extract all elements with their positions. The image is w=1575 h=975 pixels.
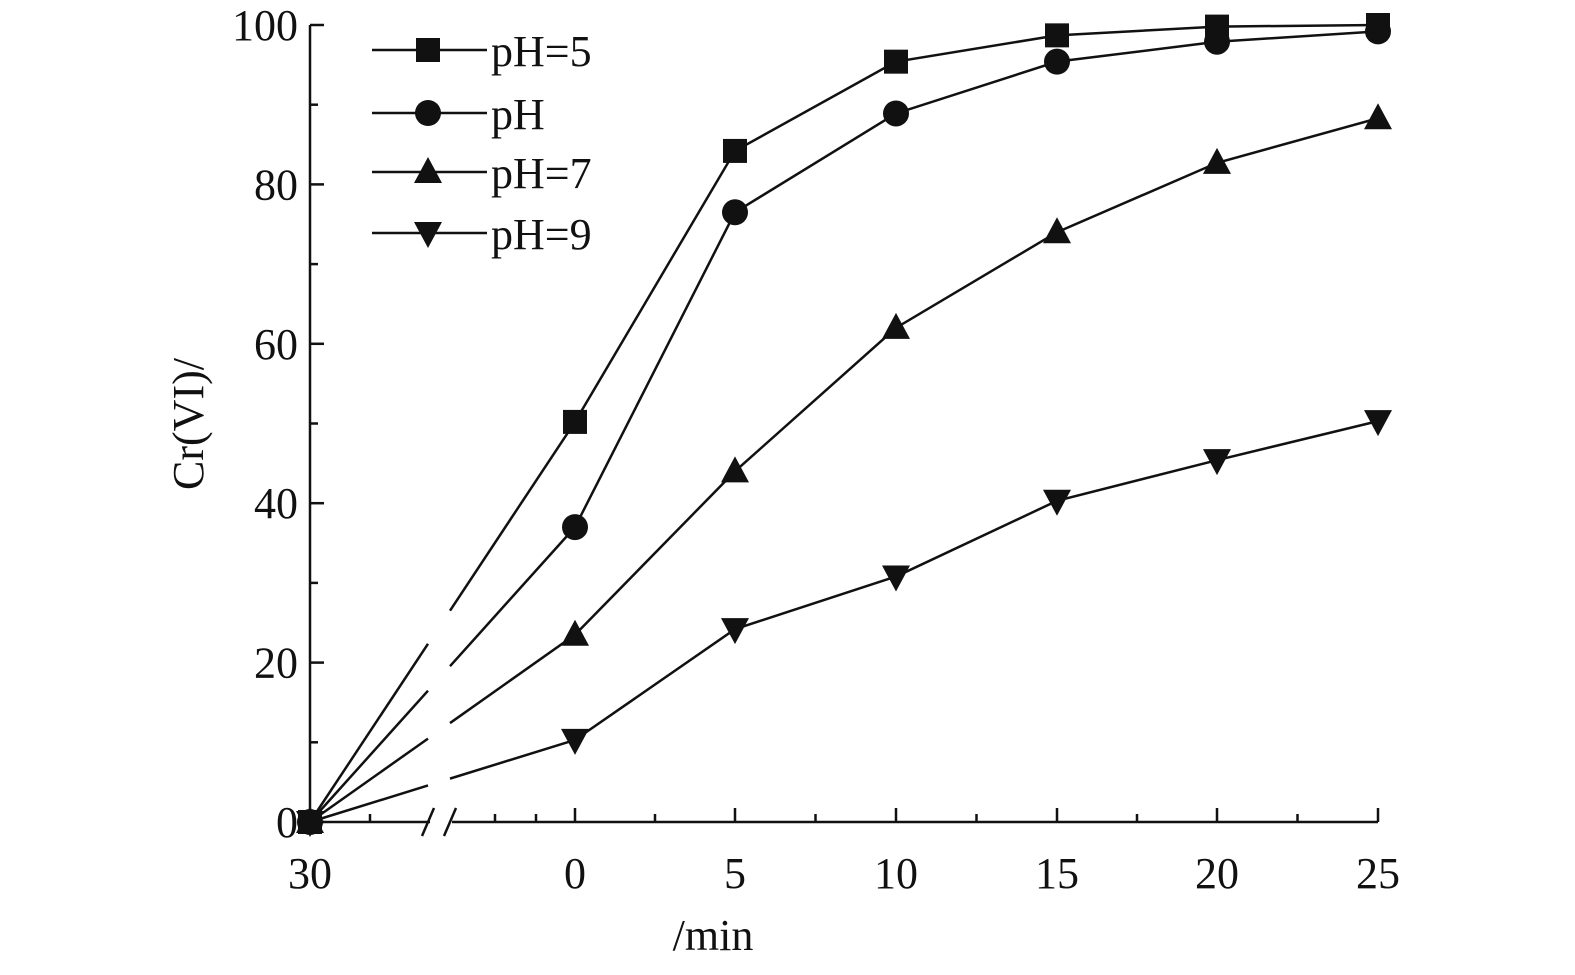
- legend-marker: [414, 222, 442, 248]
- series-line-segment: [449, 633, 576, 725]
- data-point: [722, 199, 748, 226]
- data-point: [1203, 147, 1231, 174]
- y-tick-label: 80: [254, 160, 298, 209]
- legend-label: pH=7: [491, 149, 592, 198]
- x-tick-label: 20: [1195, 849, 1239, 898]
- series-line-segment: [449, 526, 576, 668]
- y-tick-label: 60: [254, 320, 298, 369]
- series-4: [296, 410, 1392, 837]
- data-point: [1043, 217, 1071, 244]
- legend-marker: [414, 157, 442, 183]
- data-point: [721, 456, 749, 483]
- legend-item: pH: [372, 90, 545, 139]
- legend-marker: [415, 100, 441, 126]
- x-tick-label: 10: [874, 849, 918, 898]
- series-line: [574, 419, 1379, 741]
- legend-item: pH=9: [372, 210, 592, 259]
- data-point: [884, 49, 908, 74]
- legend-item: pH=5: [372, 27, 592, 76]
- legend: pH=5 pH pH=7 pH=9: [372, 27, 592, 259]
- series-line-segment: [449, 738, 576, 780]
- series-line-segment: [309, 737, 429, 824]
- y-tick-label: 0: [276, 798, 298, 847]
- x-tick-label: 5: [724, 849, 746, 898]
- y-axis-title: Cr(VI)/: [164, 357, 213, 490]
- data-point: [563, 409, 587, 434]
- data-point: [1043, 489, 1071, 516]
- series-line-segment: [448, 421, 577, 612]
- data-point: [882, 312, 910, 339]
- data-point: [882, 565, 910, 592]
- series-line: [574, 117, 1379, 636]
- series-layer: [296, 13, 1392, 837]
- data-point: [1365, 18, 1391, 45]
- axis-break-mark: [442, 807, 458, 837]
- data-point: [721, 618, 749, 645]
- data-point: [1045, 23, 1069, 48]
- legend-marker: [416, 38, 440, 62]
- data-point: [1364, 103, 1392, 130]
- series-line: [573, 23, 1379, 423]
- x-axis-title: /min: [673, 911, 754, 960]
- data-point: [296, 811, 324, 837]
- data-point: [1203, 449, 1231, 476]
- data-point: [1204, 28, 1230, 55]
- data-point: [1044, 48, 1070, 75]
- legend-item: pH=7: [372, 149, 592, 198]
- legend-label: pH=5: [491, 27, 592, 76]
- data-point: [561, 619, 589, 646]
- data-point: [1364, 410, 1392, 437]
- legend-label: pH: [491, 90, 545, 139]
- series-line-segment: [309, 689, 429, 823]
- series-1: [298, 13, 1390, 834]
- data-point: [883, 100, 909, 127]
- data-point: [723, 138, 747, 163]
- x-tick-label: 0: [564, 849, 586, 898]
- y-tick-label: 40: [254, 479, 298, 528]
- series-2: [297, 18, 1391, 835]
- series-line-segment: [309, 784, 429, 824]
- x-tick-label: 25: [1356, 849, 1400, 898]
- legend-label: pH=9: [491, 210, 592, 259]
- y-tick-label: 100: [232, 1, 298, 50]
- series-line-segment: [308, 643, 430, 823]
- data-point: [562, 514, 588, 541]
- y-tick-label: 20: [254, 639, 298, 688]
- x-tick-label: 30: [288, 849, 332, 898]
- x-tick-label: 15: [1035, 849, 1079, 898]
- series-line: [573, 30, 1379, 528]
- data-point: [561, 728, 589, 755]
- axis-break-mark: [420, 807, 436, 837]
- series-3: [296, 103, 1392, 833]
